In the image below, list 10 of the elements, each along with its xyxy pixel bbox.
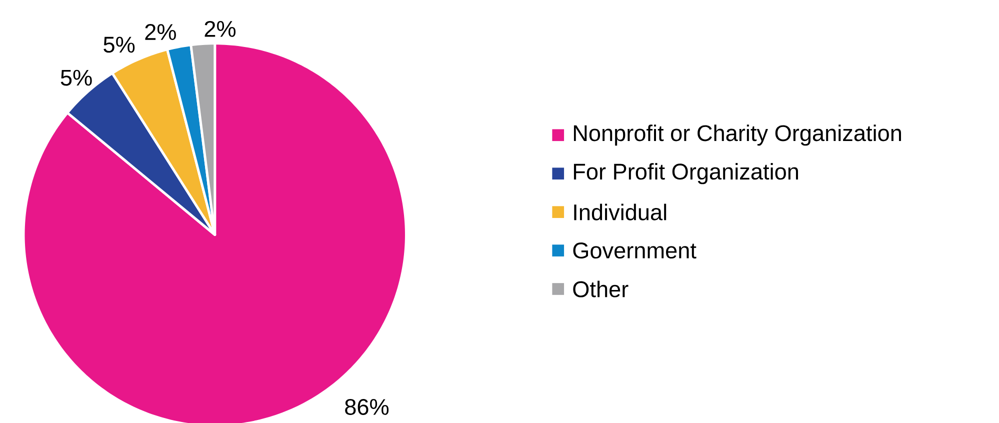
legend-label: For Profit Organization <box>574 162 798 184</box>
data-label: 86% <box>345 398 389 415</box>
legend-label: Other <box>573 280 628 298</box>
legend-label: Nonprofit or Charity Organization <box>574 124 901 146</box>
data-label: 5% <box>60 70 92 86</box>
legend-label: Government <box>573 242 696 258</box>
data-label: 2% <box>145 24 176 40</box>
data-label: 5% <box>104 36 135 53</box>
legend-label: Individual <box>574 204 666 220</box>
data-label: 2% <box>204 20 236 37</box>
